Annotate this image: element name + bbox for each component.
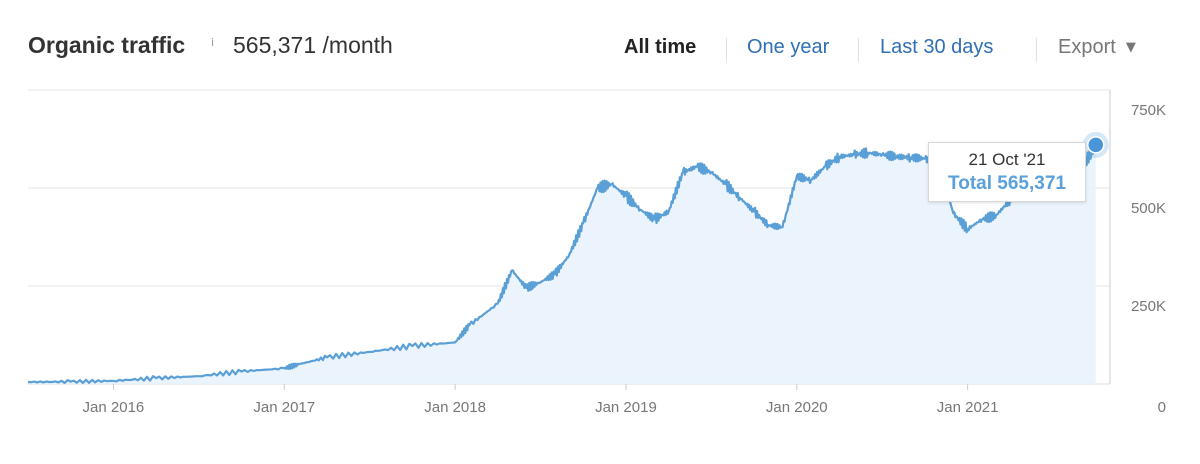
tooltip-value: Total 565,371 <box>948 173 1066 194</box>
tab-separator <box>1036 38 1037 62</box>
x-tick-label: Jan 2020 <box>766 399 828 416</box>
tab-last-30-days[interactable]: Last 30 days <box>880 36 994 58</box>
caret-down-icon: ▼ <box>1125 40 1136 55</box>
export-button[interactable]: Export ▼ <box>1058 36 1136 59</box>
x-tick-label: Jan 2021 <box>937 399 999 416</box>
x-tick-label: Jan 2016 <box>83 399 145 416</box>
x-tick-label: Jan 2019 <box>595 399 657 416</box>
metric-value: 565,371 /month <box>233 32 393 58</box>
tab-separator <box>726 38 727 62</box>
hover-tooltip: 21 Oct '21 Total 565,371 <box>928 142 1086 202</box>
series-line-total <box>27 144 1097 385</box>
tab-separator <box>858 38 859 62</box>
export-label: Export <box>1058 36 1116 58</box>
chart-header: Organic traffic i 565,371 /month All tim… <box>0 0 1200 90</box>
x-tick-label: Jan 2017 <box>253 399 315 416</box>
tooltip-date: 21 Oct '21 <box>968 150 1046 169</box>
time-range-tabs: All time One year Last 30 days Export ▼ <box>0 36 1200 66</box>
y-tick-label: 750K <box>1131 102 1166 119</box>
tab-all-time[interactable]: All time <box>624 36 697 58</box>
info-icon[interactable]: i <box>211 36 215 49</box>
y-axis: 750K 500K 250K 0 <box>1131 102 1166 416</box>
x-axis: Jan 2016 Jan 2017 Jan 2018 Jan 2019 Jan 2020… <box>83 399 999 416</box>
y-tick-label: 250K <box>1131 298 1166 315</box>
hover-marker-layer <box>1082 131 1109 158</box>
x-tick-label: Jan 2018 <box>424 399 486 416</box>
y-tick-label: 500K <box>1131 200 1166 217</box>
chart-title: Organic traffic <box>28 32 186 58</box>
highlight-marker <box>1087 136 1105 154</box>
tab-one-year[interactable]: One year <box>747 36 830 58</box>
y-tick-label: 0 <box>1158 399 1166 416</box>
chart-line-layer <box>27 144 1097 385</box>
